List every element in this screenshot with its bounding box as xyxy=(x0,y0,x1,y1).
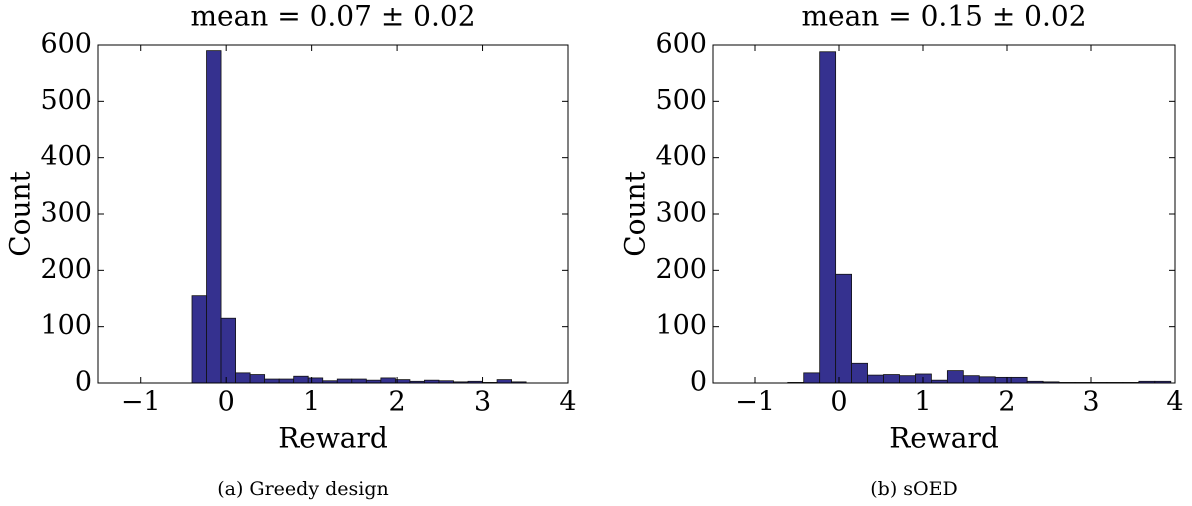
axes-frame xyxy=(712,44,1176,384)
y-tick-label: 600 xyxy=(40,29,92,60)
bar xyxy=(220,317,236,384)
bar xyxy=(293,375,309,384)
bar xyxy=(962,375,980,384)
x-tick-label: −1 xyxy=(121,387,161,418)
x-tick-label: 0 xyxy=(830,387,847,418)
bar xyxy=(819,51,837,384)
y-tick-label: 0 xyxy=(75,367,92,398)
chart-title: mean = 0.07 ± 0.02 xyxy=(190,0,475,33)
bar xyxy=(883,374,900,384)
y-tick-label: 400 xyxy=(40,141,92,172)
x-tick-label: 2 xyxy=(998,387,1015,418)
bar xyxy=(307,377,324,384)
y-tick-label: 300 xyxy=(40,198,92,229)
x-tick-label: 4 xyxy=(559,387,576,418)
x-tick-label: 2 xyxy=(388,387,405,418)
bar xyxy=(264,378,280,384)
bar xyxy=(336,378,353,384)
x-tick-label: 1 xyxy=(303,387,320,418)
y-tick-label: 300 xyxy=(655,198,707,229)
chart-title: mean = 0.15 ± 0.02 xyxy=(801,0,1086,33)
bar xyxy=(1010,376,1028,384)
bar xyxy=(278,378,295,384)
y-tick-label: 0 xyxy=(690,367,707,398)
bar xyxy=(899,375,916,384)
bar xyxy=(867,374,884,384)
bar xyxy=(803,372,821,384)
x-tick-label: −1 xyxy=(735,387,775,418)
axes-frame xyxy=(97,44,569,384)
y-axis-label: Count xyxy=(4,170,37,256)
bar xyxy=(496,379,512,384)
y-tick-label: 600 xyxy=(655,29,707,60)
caption: (a) Greedy design xyxy=(217,478,389,500)
bar xyxy=(946,370,964,384)
y-tick-label: 400 xyxy=(655,141,707,172)
bar xyxy=(351,378,367,384)
y-tick-label: 100 xyxy=(655,310,707,341)
y-tick-label: 500 xyxy=(655,85,707,116)
y-tick-label: 100 xyxy=(40,310,92,341)
x-tick-label: 0 xyxy=(218,387,235,418)
bar xyxy=(249,374,266,384)
x-axis-label: Reward xyxy=(889,422,999,455)
bar xyxy=(851,362,868,384)
x-tick-label: 4 xyxy=(1166,387,1183,418)
bar xyxy=(191,295,207,384)
x-tick-label: 1 xyxy=(914,387,931,418)
y-tick-label: 500 xyxy=(40,85,92,116)
bar xyxy=(235,372,251,384)
bar xyxy=(206,50,222,384)
y-tick-label: 200 xyxy=(655,254,707,285)
bar xyxy=(994,376,1012,384)
bar xyxy=(978,376,996,384)
y-axis-label: Count xyxy=(619,170,652,256)
bar xyxy=(835,273,853,384)
x-tick-label: 3 xyxy=(1082,387,1099,418)
caption: (b) sOED xyxy=(870,478,957,500)
y-tick-label: 200 xyxy=(40,254,92,285)
x-axis-label: Reward xyxy=(278,422,388,455)
x-tick-label: 3 xyxy=(474,387,491,418)
bar xyxy=(380,377,396,384)
